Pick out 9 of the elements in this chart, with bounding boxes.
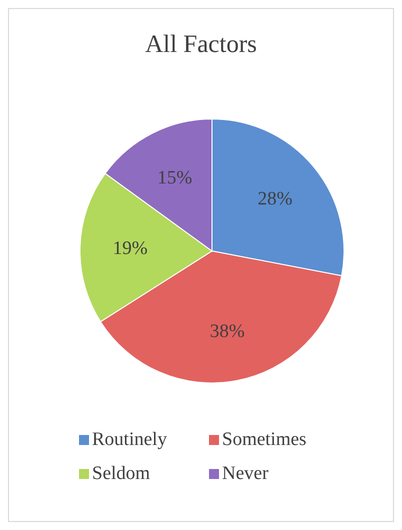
chart-title: All Factors (144, 31, 258, 59)
legend-label: Sometimes (222, 429, 306, 451)
data-label: 19% (112, 238, 148, 259)
legend-label: Routinely (92, 429, 167, 451)
data-label: 15% (157, 168, 192, 189)
legend-label: Seldom (92, 463, 150, 485)
data-label: 28% (258, 188, 293, 210)
legend-label: Never (222, 463, 268, 485)
data-label: 38% (210, 320, 245, 342)
